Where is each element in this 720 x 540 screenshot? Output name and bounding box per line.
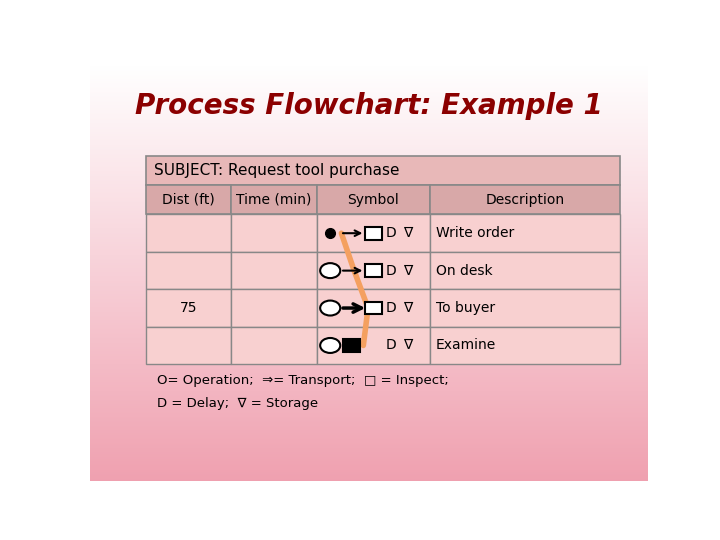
Circle shape [320,263,341,278]
Text: O= Operation;  ⇒= Transport;  □ = Inspect;: O= Operation; ⇒= Transport; □ = Inspect; [157,374,449,387]
Bar [365,302,382,314]
Bar [317,289,431,327]
Bar [231,289,317,327]
Bar [431,252,620,289]
Bar [431,185,620,214]
Bar [231,214,317,252]
Bar [145,156,620,185]
Text: Examine: Examine [436,339,496,353]
Text: Dist (ft): Dist (ft) [162,193,215,207]
Text: Time (min): Time (min) [236,193,312,207]
Bar [145,327,231,364]
Circle shape [320,338,341,353]
Text: D: D [385,264,396,278]
Bar [145,289,231,327]
Bar [317,185,431,214]
Bar [145,214,231,252]
Bar [231,185,317,214]
Text: ∇: ∇ [403,339,413,353]
Text: D = Delay;  ∇ = Storage: D = Delay; ∇ = Storage [157,397,318,410]
Text: Process Flowchart: Example 1: Process Flowchart: Example 1 [135,92,603,120]
Bar [231,327,317,364]
Bar [317,214,431,252]
Bar [317,327,431,364]
Text: SUBJECT: Request tool purchase: SUBJECT: Request tool purchase [154,163,400,178]
Text: D: D [385,339,396,353]
Bar [343,339,360,352]
Text: 75: 75 [180,301,197,315]
Bar [431,289,620,327]
Text: Symbol: Symbol [348,193,400,207]
Text: ∇: ∇ [403,264,413,278]
Bar [431,327,620,364]
Text: Description: Description [486,193,564,207]
Bar [365,264,382,277]
Bar [145,185,231,214]
Text: ∇: ∇ [403,301,413,315]
Text: Write order: Write order [436,226,514,240]
Text: On desk: On desk [436,264,492,278]
Bar [317,252,431,289]
Bar [431,214,620,252]
Text: D: D [385,301,396,315]
Bar [365,227,382,240]
Text: ∇: ∇ [403,226,413,240]
Circle shape [320,301,341,315]
Text: D: D [385,226,396,240]
Text: To buyer: To buyer [436,301,495,315]
Bar [145,252,231,289]
Bar [231,252,317,289]
